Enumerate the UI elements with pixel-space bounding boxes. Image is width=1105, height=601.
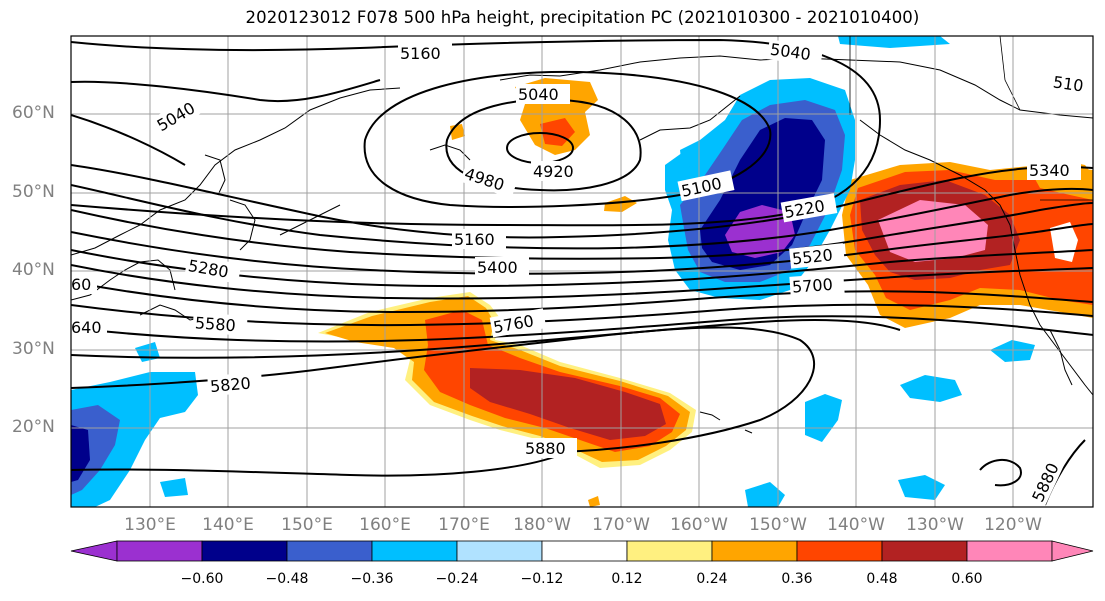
colorbar-extend-min: [70, 540, 118, 562]
lon-label: 170°W: [592, 515, 650, 535]
colorbar-extend-max: [1051, 540, 1094, 562]
lat-label: 30°N: [12, 339, 55, 359]
contour-label: 5880: [525, 439, 566, 458]
contour-label: 640: [71, 318, 102, 337]
lon-label: 130°E: [124, 515, 176, 535]
lon-label: 130°W: [906, 515, 964, 535]
colorbar-tick: 0.24: [696, 571, 728, 587]
contour-label: 510: [1052, 72, 1085, 95]
contour-label: 5400: [477, 258, 518, 277]
lon-label: 120°W: [984, 515, 1042, 535]
contour-label: 5040: [518, 85, 559, 104]
contour-label: 5700: [791, 275, 833, 297]
colorbar-tick: 0.36: [781, 571, 813, 587]
contour-label: 4920: [533, 162, 574, 181]
map-title: 2020123012 F078 500 hPa height, precipit…: [245, 8, 920, 27]
lon-label: 160°E: [359, 515, 411, 535]
plot-frame: [70, 35, 1094, 508]
colorbar: [70, 540, 1094, 562]
lon-label: 140°E: [202, 515, 254, 535]
colorbar-tick: 0.48: [866, 571, 898, 587]
contour-label: 5520: [791, 245, 833, 268]
colorbar-tick: −0.36: [350, 571, 394, 587]
contour-label: 5340: [1029, 161, 1070, 180]
contour-label: 5580: [194, 313, 236, 335]
plot-area: 5160 5040 5040 5040 510 4920 4980 5100 5…: [71, 36, 1093, 507]
contour-label: 5160: [454, 230, 495, 249]
colorbar-tick: −0.24: [435, 571, 479, 587]
contour-label: 5160: [400, 44, 441, 63]
colorbar-tick: −0.12: [520, 571, 564, 587]
colorbar-tick: 0.12: [611, 571, 643, 587]
lon-label: 150°W: [749, 515, 807, 535]
colorbar-tick: 0.60: [951, 571, 983, 587]
lon-label: 140°W: [827, 515, 885, 535]
lon-label: 150°E: [281, 515, 333, 535]
height-contours: [71, 38, 1093, 506]
lat-label: 40°N: [12, 260, 55, 280]
lon-label: 180°W: [513, 515, 571, 535]
lon-label: 160°W: [670, 515, 728, 535]
colorbar-tick: −0.60: [180, 571, 224, 587]
lat-label: 50°N: [12, 182, 55, 202]
colorbar-tick: −0.48: [265, 571, 309, 587]
lat-label: 20°N: [12, 417, 55, 437]
lon-label: 170°E: [438, 515, 490, 535]
lat-label: 60°N: [12, 103, 55, 123]
precip-positive-northeast: [842, 160, 1093, 328]
borders: [849, 36, 1093, 201]
contour-label: 60: [71, 275, 91, 294]
contour-label: 5820: [209, 374, 251, 396]
